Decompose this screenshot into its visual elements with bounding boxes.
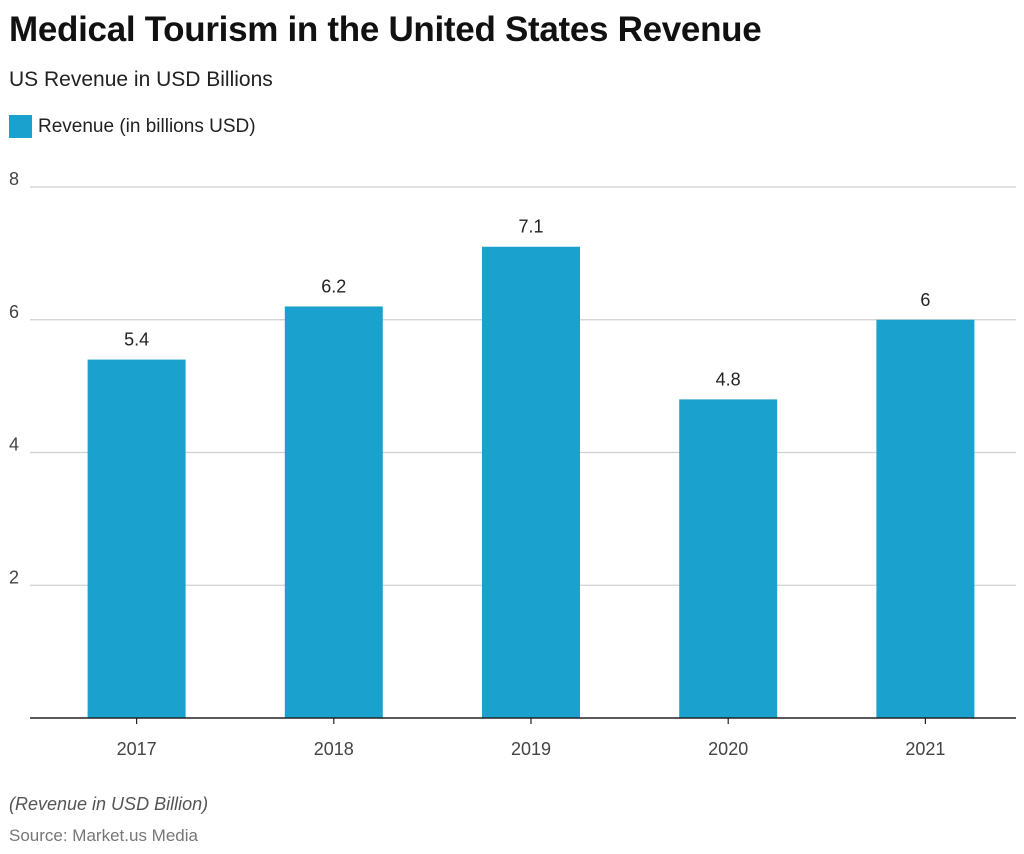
y-tick-label: 6 bbox=[9, 302, 19, 322]
x-tick-label: 2017 bbox=[117, 739, 157, 759]
legend-swatch bbox=[9, 115, 32, 138]
bar bbox=[482, 246, 580, 719]
legend-label: Revenue (in billions USD) bbox=[38, 115, 256, 137]
x-tick-label: 2021 bbox=[905, 739, 945, 759]
data-label: 5.4 bbox=[124, 330, 149, 350]
bar bbox=[87, 359, 186, 718]
chart-title: Medical Tourism in the United States Rev… bbox=[9, 10, 762, 49]
x-tick-label: 2019 bbox=[511, 739, 551, 759]
data-label: 6 bbox=[920, 290, 930, 310]
x-tick-label: 2020 bbox=[708, 739, 748, 759]
y-tick-label: 2 bbox=[9, 567, 19, 587]
x-tick-label: 2018 bbox=[314, 739, 354, 759]
y-tick-label: 4 bbox=[9, 435, 19, 455]
bar bbox=[679, 399, 778, 718]
footer-note: (Revenue in USD Billion) bbox=[9, 794, 209, 814]
data-label: 7.1 bbox=[518, 217, 543, 237]
bar-chart: 2 4 6 8 5.4 6.2 7.1 4.8 6 2017 2018 2019 2020 2021 bbox=[9, 169, 1016, 759]
legend: Revenue (in billions USD) bbox=[9, 115, 256, 138]
chart-subtitle: US Revenue in USD Billions bbox=[9, 68, 273, 91]
footer-source: Source: Market.us Media bbox=[9, 826, 198, 845]
y-tick-label: 8 bbox=[9, 169, 19, 189]
bar bbox=[284, 306, 383, 718]
x-tick-layer: 2017 2018 2019 2020 2021 bbox=[117, 718, 945, 759]
label-layer: 5.4 6.2 7.1 4.8 6 bbox=[124, 217, 930, 390]
bar-layer bbox=[87, 246, 975, 719]
data-label: 4.8 bbox=[716, 369, 741, 389]
data-label: 6.2 bbox=[321, 276, 346, 296]
bar bbox=[876, 319, 975, 718]
